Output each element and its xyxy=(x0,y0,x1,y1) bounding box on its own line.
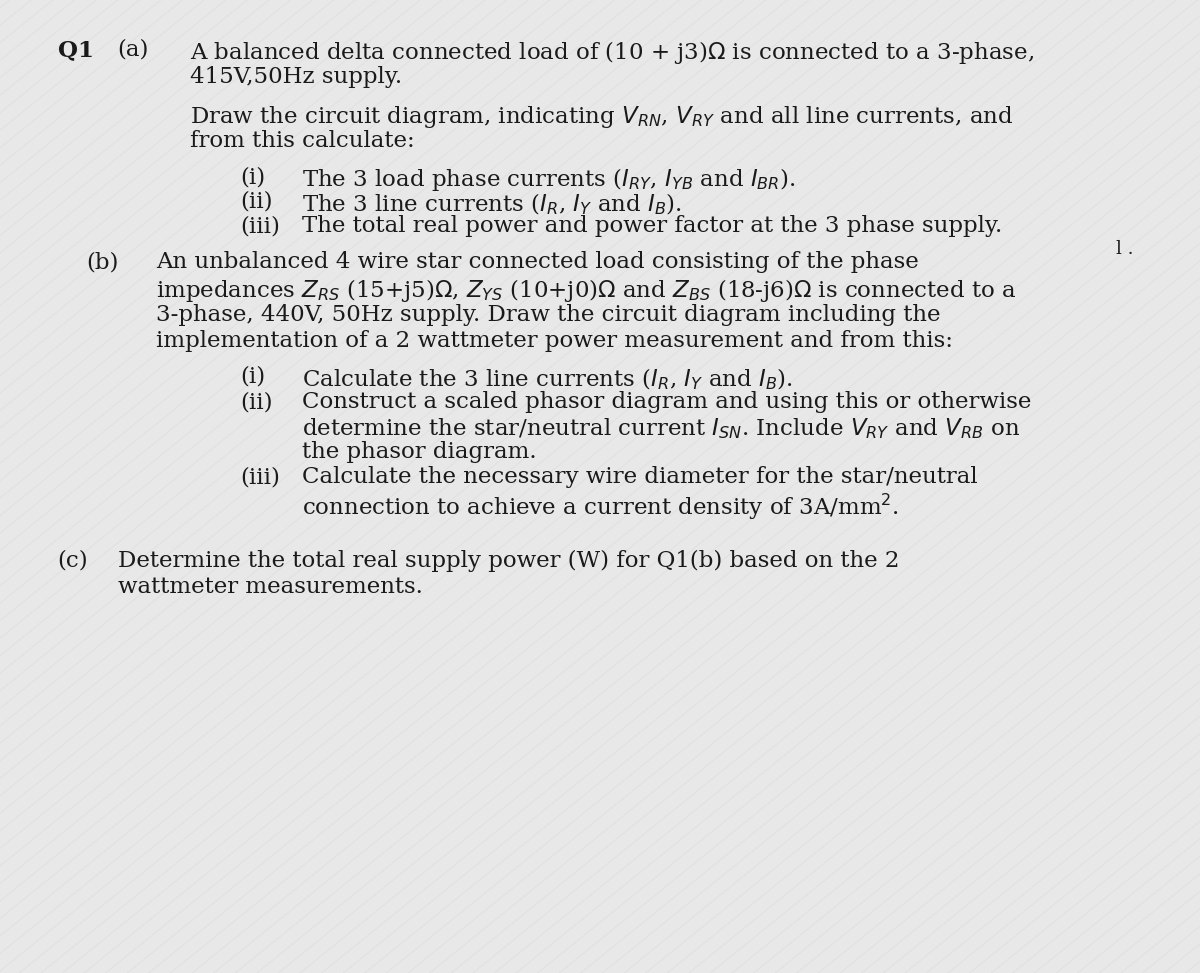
Text: An unbalanced 4 wire star connected load consisting of the phase: An unbalanced 4 wire star connected load… xyxy=(156,251,919,273)
Text: A balanced delta connected load of (10 + j3)$\Omega$ is connected to a 3-phase,: A balanced delta connected load of (10 +… xyxy=(190,39,1033,66)
Text: The 3 load phase currents ($I_{RY}$, $I_{YB}$ and $I_{BR}$).: The 3 load phase currents ($I_{RY}$, $I_… xyxy=(302,166,796,194)
Text: from this calculate:: from this calculate: xyxy=(190,130,414,153)
Text: The 3 line currents ($I_R$, $I_Y$ and $I_B$).: The 3 line currents ($I_R$, $I_Y$ and $I… xyxy=(302,191,683,217)
Text: (a): (a) xyxy=(118,39,149,61)
Text: (iii): (iii) xyxy=(240,215,280,237)
Text: The total real power and power factor at the 3 phase supply.: The total real power and power factor at… xyxy=(302,215,1003,237)
Text: impedances $Z_{RS}$ (15+j5)$\Omega$, $Z_{YS}$ (10+j0)$\Omega$ and $Z_{BS}$ (18-j: impedances $Z_{RS}$ (15+j5)$\Omega$, $Z_… xyxy=(156,277,1016,305)
Text: (i): (i) xyxy=(240,366,265,388)
Text: wattmeter measurements.: wattmeter measurements. xyxy=(118,576,422,598)
Text: (c): (c) xyxy=(58,550,89,572)
Text: implementation of a 2 wattmeter power measurement and from this:: implementation of a 2 wattmeter power me… xyxy=(156,330,953,352)
Text: Calculate the 3 line currents ($I_R$, $I_Y$ and $I_B$).: Calculate the 3 line currents ($I_R$, $I… xyxy=(302,366,793,392)
Text: (ii): (ii) xyxy=(240,391,272,414)
Text: the phasor diagram.: the phasor diagram. xyxy=(302,441,538,463)
Text: 3-phase, 440V, 50Hz supply. Draw the circuit diagram including the: 3-phase, 440V, 50Hz supply. Draw the cir… xyxy=(156,304,941,326)
Text: 415V,50Hz supply.: 415V,50Hz supply. xyxy=(190,66,402,89)
Text: (b): (b) xyxy=(86,251,119,273)
Text: determine the star/neutral current $I_{SN}$. Include $V_{RY}$ and $V_{RB}$ on: determine the star/neutral current $I_{S… xyxy=(302,416,1021,442)
Text: Construct a scaled phasor diagram and using this or otherwise: Construct a scaled phasor diagram and us… xyxy=(302,391,1032,414)
Text: l .: l . xyxy=(1116,240,1134,258)
Text: Calculate the necessary wire diameter for the star/neutral: Calculate the necessary wire diameter fo… xyxy=(302,466,978,488)
Text: Q1: Q1 xyxy=(58,39,94,61)
Text: (ii): (ii) xyxy=(240,191,272,213)
Text: connection to achieve a current density of 3A/mm$^2$.: connection to achieve a current density … xyxy=(302,491,899,522)
Text: (i): (i) xyxy=(240,166,265,189)
Text: (iii): (iii) xyxy=(240,466,280,488)
Text: Determine the total real supply power (W) for Q1(b) based on the 2: Determine the total real supply power (W… xyxy=(118,550,899,572)
Text: Draw the circuit diagram, indicating $V_{RN}$, $V_{RY}$ and all line currents, a: Draw the circuit diagram, indicating $V_… xyxy=(190,104,1013,130)
